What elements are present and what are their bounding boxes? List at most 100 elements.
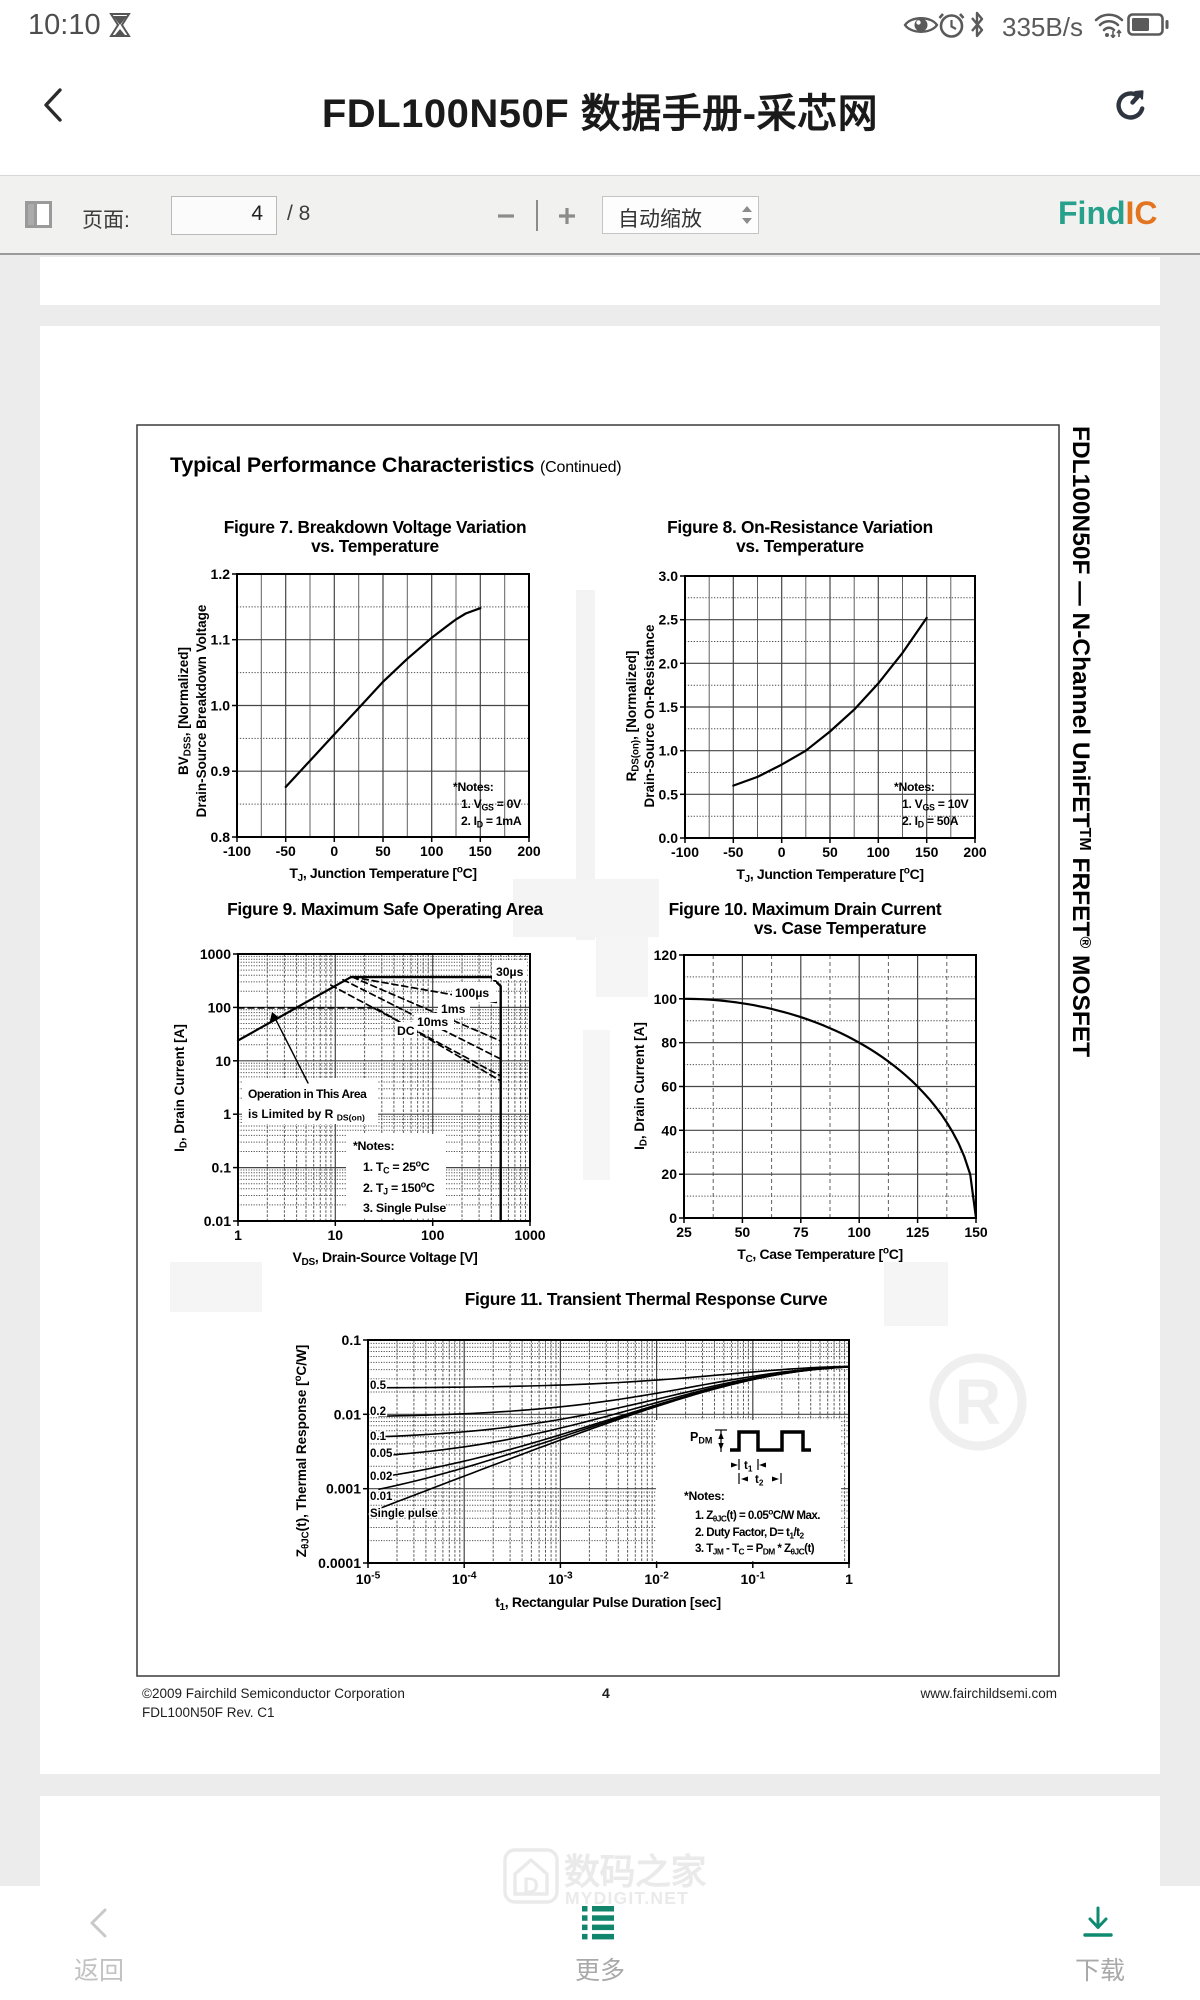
svg-text:10-1: 10-1 <box>741 1571 766 1587</box>
svg-text:-100: -100 <box>671 844 699 860</box>
svg-text:0.1: 0.1 <box>370 1431 387 1443</box>
svg-text:0.01: 0.01 <box>370 1491 393 1503</box>
svg-text:TJ, Junction Temperature [oC]: TJ, Junction Temperature [oC] <box>736 866 923 885</box>
svg-text:150: 150 <box>469 843 493 859</box>
svg-text:Figure 10. Maximum Drain Curre: Figure 10. Maximum Drain Current <box>669 899 942 919</box>
svg-text:t2: t2 <box>755 1474 764 1487</box>
svg-text:100: 100 <box>421 1227 445 1243</box>
svg-text:200: 200 <box>517 843 541 859</box>
svg-text:100: 100 <box>654 991 678 1007</box>
svg-text:0.01: 0.01 <box>204 1213 231 1229</box>
svg-text:2. Duty Factor, D= t1/t2: 2. Duty Factor, D= t1/t2 <box>695 1526 804 1540</box>
svg-text:50: 50 <box>822 844 838 860</box>
svg-text:1. TC = 25oC: 1. TC = 25oC <box>363 1158 430 1175</box>
svg-text:-50: -50 <box>723 844 743 860</box>
svg-text:0.1: 0.1 <box>212 1160 232 1176</box>
svg-text:0.02: 0.02 <box>370 1471 392 1483</box>
svg-text:Figure 9. Maximum Safe Operati: Figure 9. Maximum Safe Operating Area <box>227 899 543 919</box>
svg-text:60: 60 <box>661 1079 677 1095</box>
svg-text:D: D <box>523 1873 539 1898</box>
svg-text:2.0: 2.0 <box>659 655 679 671</box>
svg-text:100: 100 <box>420 843 444 859</box>
svg-text:2. ID = 1mA: 2. ID = 1mA <box>461 814 522 829</box>
svg-text:vs. Temperature: vs. Temperature <box>736 536 864 556</box>
svg-text:2. TJ = 150oC: 2. TJ = 150oC <box>363 1179 435 1196</box>
svg-text:125: 125 <box>906 1224 930 1240</box>
svg-text:0.001: 0.001 <box>326 1481 361 1497</box>
svg-text:ID, Drain Current [A]: ID, Drain Current [A] <box>632 1022 650 1150</box>
svg-text:0: 0 <box>778 844 786 860</box>
svg-text:10-2: 10-2 <box>644 1571 669 1587</box>
svg-text:100: 100 <box>848 1224 872 1240</box>
svg-text:Figure 7. Breakdown Voltage Va: Figure 7. Breakdown Voltage Variation <box>224 517 527 537</box>
svg-text:vs. Case Temperature: vs. Case Temperature <box>754 918 927 938</box>
svg-text:2. ID = 50A: 2. ID = 50A <box>902 814 959 829</box>
svg-text:ID, Drain Current [A]: ID, Drain Current [A] <box>172 1024 190 1152</box>
svg-text:1: 1 <box>223 1106 231 1122</box>
svg-text:1.0: 1.0 <box>211 698 231 714</box>
svg-text:20: 20 <box>661 1166 677 1182</box>
svg-text:©2009 Fairchild Semiconductor: ©2009 Fairchild Semiconductor Corporatio… <box>142 1686 405 1701</box>
svg-text:10: 10 <box>215 1053 231 1069</box>
svg-text:FDL100N50F — N-Channel UniFETT: FDL100N50F — N-Channel UniFETTM FRFET® M… <box>1067 426 1094 1057</box>
svg-text:75: 75 <box>793 1224 809 1240</box>
svg-text:50: 50 <box>375 843 391 859</box>
svg-text:1.5: 1.5 <box>659 699 679 715</box>
svg-text:150: 150 <box>915 844 939 860</box>
svg-text:10-5: 10-5 <box>356 1571 381 1587</box>
svg-text:-50: -50 <box>276 843 296 859</box>
svg-text:Figure 11. Transient Thermal R: Figure 11. Transient Thermal Response Cu… <box>465 1289 828 1309</box>
svg-text:www.fairchildsemi.com: www.fairchildsemi.com <box>919 1686 1057 1701</box>
svg-text:25: 25 <box>676 1224 692 1240</box>
svg-text:150: 150 <box>964 1224 988 1240</box>
svg-text:0.1: 0.1 <box>342 1332 362 1348</box>
svg-text:4: 4 <box>602 1685 610 1701</box>
svg-text:PDM: PDM <box>690 1430 712 1446</box>
svg-text:*Notes:: *Notes: <box>894 780 935 794</box>
svg-text:1. VGS = 0V: 1. VGS = 0V <box>461 797 522 812</box>
svg-text:ZθJC(t), Thermal Response [oC/: ZθJC(t), Thermal Response [oC/W] <box>293 1345 312 1558</box>
svg-text:0.9: 0.9 <box>211 763 231 779</box>
svg-text:BVDSS, [Normalized]: BVDSS, [Normalized] <box>176 647 194 775</box>
svg-text:50: 50 <box>735 1224 751 1240</box>
svg-text:t1, Rectangular Pulse Duration: t1, Rectangular Pulse Duration [sec] <box>495 1594 721 1613</box>
svg-text:1: 1 <box>234 1227 242 1243</box>
svg-text:100µs: 100µs <box>455 986 489 1000</box>
svg-text:100: 100 <box>208 999 232 1015</box>
svg-text:*Notes:: *Notes: <box>453 780 494 794</box>
svg-text:1. ZθJC(t) = 0.05oC/W Max.: 1. ZθJC(t) = 0.05oC/W Max. <box>695 1507 820 1524</box>
svg-text:Operation in This Area: Operation in This Area <box>248 1087 367 1101</box>
svg-text:30µs: 30µs <box>496 965 524 979</box>
svg-text:1. VGS = 10V: 1. VGS = 10V <box>902 797 970 812</box>
svg-text:*Notes:: *Notes: <box>684 1489 725 1503</box>
svg-text:0: 0 <box>669 1210 677 1226</box>
svg-text:DC: DC <box>397 1024 415 1038</box>
svg-text:1000: 1000 <box>200 946 231 962</box>
svg-text:FDL100N50F Rev. C1: FDL100N50F Rev. C1 <box>142 1705 275 1720</box>
svg-text:1000: 1000 <box>514 1227 545 1243</box>
svg-text:RDS(on), [Normalized]: RDS(on), [Normalized] <box>624 651 642 782</box>
svg-text:2.5: 2.5 <box>659 612 679 628</box>
svg-text:TC, Case Temperature [oC]: TC, Case Temperature [oC] <box>737 1246 903 1265</box>
svg-text:80: 80 <box>661 1035 677 1051</box>
svg-text:10ms: 10ms <box>417 1015 448 1029</box>
svg-text:is Limited by R DS(on): is Limited by R DS(on) <box>248 1107 365 1122</box>
svg-text:Drain-Source Breakdown Voltage: Drain-Source Breakdown Voltage <box>194 604 209 817</box>
svg-text:3.0: 3.0 <box>659 568 679 584</box>
svg-text:10-4: 10-4 <box>452 1571 477 1587</box>
svg-text:3. Single Pulse: 3. Single Pulse <box>363 1201 446 1215</box>
svg-text:0.0: 0.0 <box>659 830 679 846</box>
svg-text:10: 10 <box>328 1227 344 1243</box>
svg-text:3. TJM - TC = PDM * ZθJC(t): 3. TJM - TC = PDM * ZθJC(t) <box>695 1542 815 1556</box>
svg-text:0.0001: 0.0001 <box>318 1555 361 1571</box>
svg-text:Figure 8. On-Resistance Variat: Figure 8. On-Resistance Variation <box>667 517 933 537</box>
svg-text:40: 40 <box>661 1122 677 1138</box>
svg-text:MYDIGIT.NET: MYDIGIT.NET <box>565 1888 689 1908</box>
svg-text:TJ, Junction Temperature [oC]: TJ, Junction Temperature [oC] <box>289 865 476 884</box>
svg-text:0.5: 0.5 <box>659 786 679 802</box>
svg-text:0.5: 0.5 <box>370 1380 387 1392</box>
svg-text:Drain-Source On-Resistance: Drain-Source On-Resistance <box>642 624 657 808</box>
svg-text:VDS, Drain-Source Voltage [V]: VDS, Drain-Source Voltage [V] <box>293 1249 478 1268</box>
svg-text:1.2: 1.2 <box>211 566 231 582</box>
svg-text:1: 1 <box>845 1571 853 1587</box>
